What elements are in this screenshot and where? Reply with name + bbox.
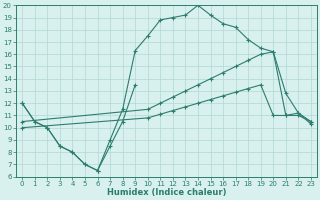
X-axis label: Humidex (Indice chaleur): Humidex (Indice chaleur) <box>107 188 226 197</box>
